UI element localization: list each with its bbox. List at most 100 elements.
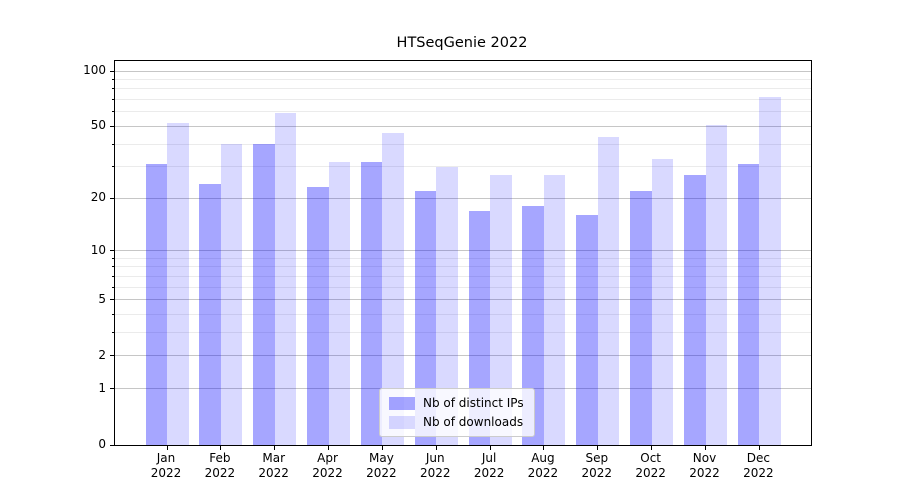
bar-distinct-ips-sep: [576, 215, 598, 445]
x-tick-label-dec: Dec 2022: [718, 451, 798, 481]
y-tick-mark: [110, 444, 114, 446]
x-tick-label-mar: Mar 2022: [234, 451, 314, 481]
bar-downloads-sep: [597, 136, 620, 445]
gridline-major: [115, 355, 811, 357]
y-tick-label: 0: [98, 437, 106, 451]
gridline-minor: [115, 257, 811, 259]
bar-distinct-ips-aug: [522, 206, 544, 445]
y-tick-label: 1: [98, 380, 106, 395]
bar-downloads-jun: [436, 166, 458, 445]
x-tick-label-sep: Sep 2022: [557, 451, 637, 481]
gridline-minor: [115, 143, 811, 145]
y-tick-mark: [110, 388, 114, 390]
y-minor-tick-mark: [112, 266, 114, 268]
gridline-major: [115, 299, 811, 301]
y-minor-tick-mark: [112, 332, 114, 334]
bar-downloads-aug: [543, 174, 566, 445]
x-tick-label-nov: Nov 2022: [665, 451, 745, 481]
gridline-major: [115, 70, 811, 72]
gridline-minor: [115, 88, 811, 90]
chart-title: HTSeqGenie 2022: [396, 35, 528, 51]
gridline-minor: [115, 286, 811, 288]
gridline-minor: [115, 275, 811, 277]
gridline-minor: [115, 111, 811, 113]
x-tick-mark: [489, 446, 491, 450]
x-tick-mark: [758, 446, 760, 450]
x-tick-mark: [328, 446, 330, 450]
bar-distinct-ips-apr: [307, 187, 329, 445]
x-tick-label-feb: Feb 2022: [180, 451, 260, 481]
bar-distinct-ips-oct: [630, 190, 652, 445]
x-tick-label-year: 2022: [150, 466, 182, 480]
x-tick-label-may: May 2022: [341, 451, 421, 481]
y-minor-tick-mark: [112, 143, 114, 145]
x-tick-label-year: 2022: [419, 466, 451, 480]
y-minor-tick-mark: [112, 257, 114, 259]
y-minor-tick-mark: [112, 78, 114, 80]
x-tick-label-year: 2022: [581, 466, 613, 480]
x-tick-mark: [597, 446, 599, 450]
y-tick-mark: [110, 125, 114, 127]
bar-distinct-ips-feb: [199, 184, 221, 445]
y-minor-tick-mark: [112, 111, 114, 113]
x-tick-label-year: 2022: [204, 466, 236, 480]
bar-downloads-dec: [759, 97, 781, 445]
legend-item-downloads: Nb of downloads: [389, 415, 524, 429]
bar-downloads-jul: [490, 174, 512, 445]
x-tick-label-year: 2022: [527, 466, 559, 480]
bar-distinct-ips-dec: [737, 164, 760, 445]
bar-distinct-ips-jan: [145, 164, 167, 445]
y-tick-mark: [110, 250, 114, 252]
bar-downloads-may: [382, 132, 404, 445]
y-tick-mark: [110, 70, 114, 72]
x-tick-label-jul: Jul 2022: [449, 451, 529, 481]
bar-distinct-ips-jun: [414, 190, 437, 445]
x-tick-mark: [543, 446, 545, 450]
x-tick-label-year: 2022: [258, 466, 289, 480]
x-tick-mark: [705, 446, 706, 450]
y-tick-mark: [110, 197, 114, 199]
x-tick-label-aug: Aug 2022: [503, 451, 583, 481]
bar-downloads-apr: [328, 161, 351, 445]
x-tick-label-year: 2022: [312, 466, 343, 480]
gridline-minor: [115, 266, 811, 268]
bar-downloads-mar: [274, 113, 297, 445]
legend-swatch-downloads: [389, 415, 415, 429]
x-tick-label-jan: Jan 2022: [126, 451, 206, 481]
gridline-minor: [115, 332, 811, 334]
x-tick-label-year: 2022: [635, 466, 666, 480]
y-minor-tick-mark: [112, 166, 114, 168]
bar-downloads-jan: [167, 123, 189, 445]
x-tick-label-year: 2022: [473, 466, 505, 480]
bar-distinct-ips-nov: [684, 174, 706, 445]
bar-downloads-nov: [705, 124, 727, 445]
gridline-minor: [115, 166, 811, 168]
x-tick-label-year: 2022: [743, 466, 774, 480]
legend: Nb of distinct IPs Nb of downloads: [379, 388, 535, 437]
x-tick-mark: [651, 446, 653, 450]
y-tick-label: 100: [83, 63, 106, 77]
y-minor-tick-mark: [112, 275, 114, 277]
legend-label-distinct-ips: Nb of distinct IPs: [423, 396, 524, 410]
y-tick-mark: [110, 299, 114, 301]
y-tick-label: 50: [90, 118, 106, 133]
x-tick-mark: [435, 446, 437, 450]
bar-downloads-oct: [651, 159, 674, 445]
legend-label-downloads: Nb of downloads: [423, 415, 524, 429]
gridline-minor: [115, 99, 811, 101]
gridline-minor: [115, 314, 811, 316]
y-tick-mark: [110, 355, 114, 357]
y-tick-label: 2: [98, 347, 106, 362]
x-tick-label-jun: Jun 2022: [395, 451, 475, 481]
bar-distinct-ips-mar: [253, 144, 275, 445]
y-tick-label: 20: [90, 190, 106, 205]
bar-distinct-ips-may: [360, 161, 383, 445]
legend-item-distinct-ips: Nb of distinct IPs: [389, 396, 524, 410]
plot-area: Nb of distinct IPs Nb of downloads: [110, 60, 812, 450]
x-tick-label-apr: Apr 2022: [288, 451, 368, 481]
gridline-major: [115, 125, 811, 127]
y-minor-tick-mark: [112, 99, 114, 101]
x-tick-mark: [274, 446, 276, 450]
x-tick-label-oct: Oct 2022: [611, 451, 691, 481]
